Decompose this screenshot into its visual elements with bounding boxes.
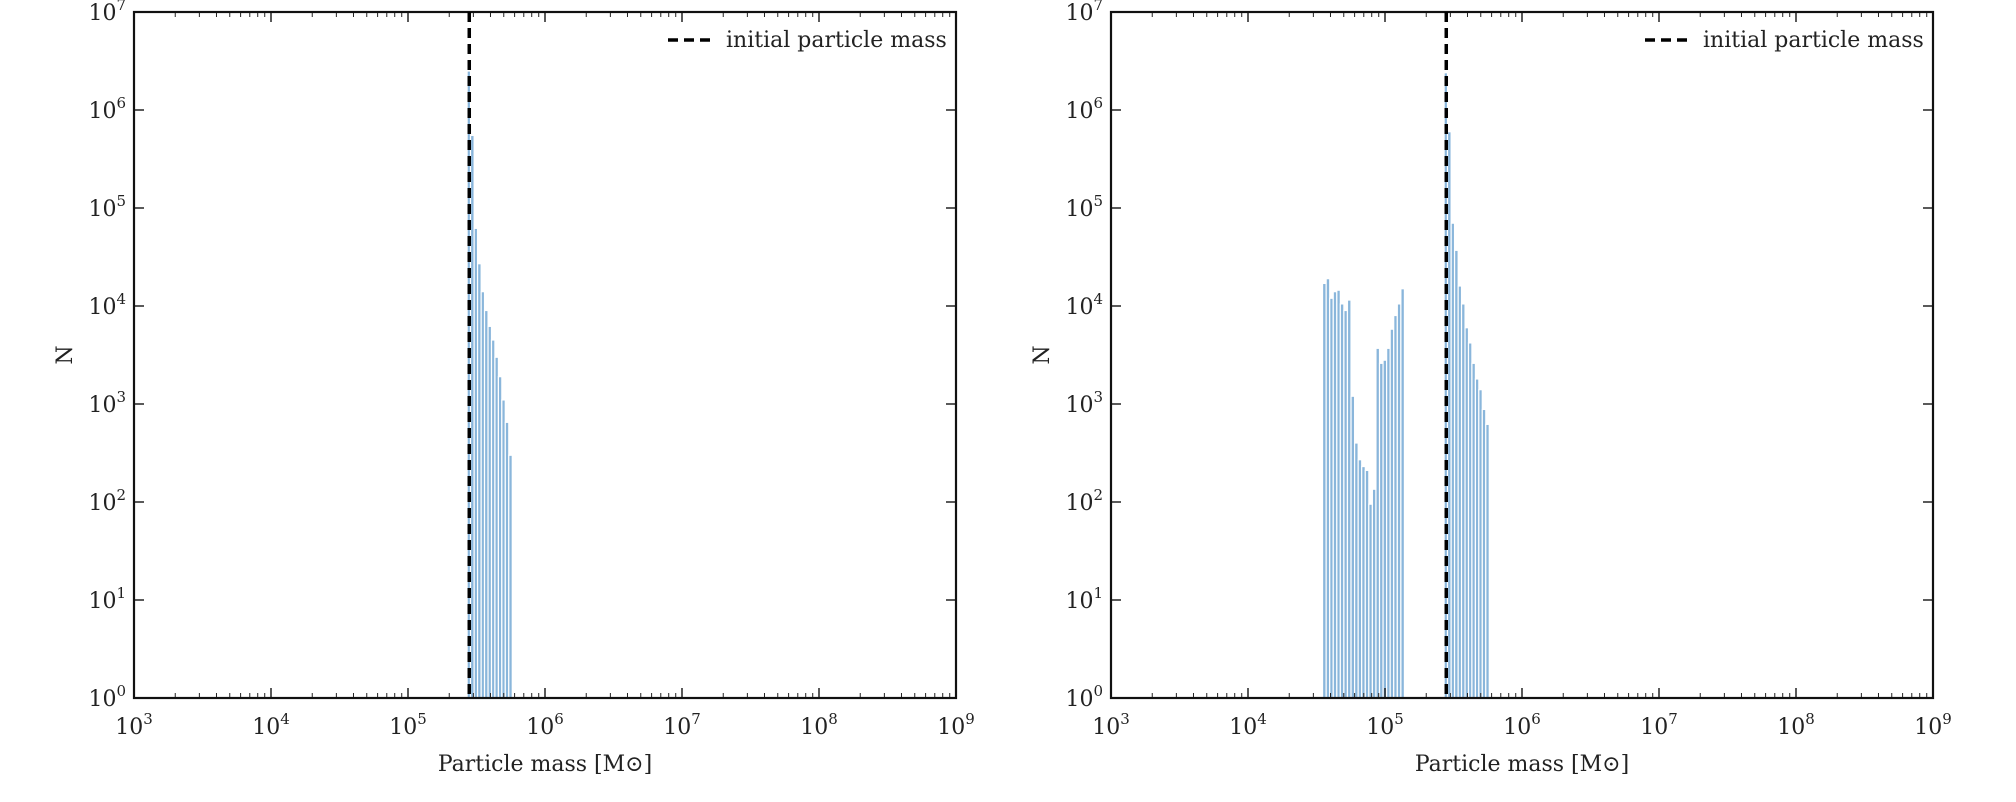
x-tick-label: 104 bbox=[252, 710, 290, 740]
y-tick-label: 105 bbox=[88, 192, 126, 222]
y-axis-label: N bbox=[1030, 345, 1055, 364]
x-tick-label: 109 bbox=[937, 710, 975, 740]
plot-frame bbox=[132, 10, 958, 700]
histogram-bar bbox=[1485, 423, 1490, 699]
y-tick-label: 104 bbox=[88, 290, 126, 320]
y-axis-label: N bbox=[53, 345, 78, 364]
x-tick-label: 105 bbox=[389, 710, 427, 740]
legend-label: initial particle mass bbox=[726, 28, 947, 53]
y-tick-label: 101 bbox=[88, 584, 126, 614]
histogram-bar bbox=[508, 454, 513, 699]
y-tick-label: 101 bbox=[1065, 584, 1103, 614]
y-tick-label: 106 bbox=[88, 94, 126, 124]
y-tick-label: 106 bbox=[1065, 94, 1103, 124]
histogram-panel-left: 103 104 105 106 107 108 109 100 101 102 103 104 105 1… bbox=[53, 0, 975, 777]
y-tick-label: 107 bbox=[1065, 0, 1103, 26]
x-tick-label: 103 bbox=[1092, 710, 1130, 740]
x-tick-label: 106 bbox=[1503, 710, 1541, 740]
y-tick-label: 104 bbox=[1065, 290, 1103, 320]
y-tick-label: 105 bbox=[1065, 192, 1103, 222]
y-tick-label: 103 bbox=[88, 388, 126, 418]
x-axis-label: Particle mass [M⊙] bbox=[1415, 752, 1629, 777]
x-tick-label: 106 bbox=[526, 710, 564, 740]
x-tick-label: 108 bbox=[1777, 710, 1815, 740]
y-tick-label: 102 bbox=[88, 486, 126, 516]
x-axis-label: Particle mass [M⊙] bbox=[438, 752, 652, 777]
y-tick-label: 103 bbox=[1065, 388, 1103, 418]
legend-label: initial particle mass bbox=[1703, 28, 1924, 53]
x-tick-label: 107 bbox=[663, 710, 701, 740]
plot-frame bbox=[1109, 10, 1935, 700]
x-tick-label: 109 bbox=[1914, 710, 1952, 740]
histogram-panel-right: 103 104 105 106 107 108 109 100 101 102 103 104 105 1… bbox=[1030, 0, 1952, 777]
x-tick-label: 103 bbox=[115, 710, 153, 740]
histogram-bar bbox=[1400, 288, 1406, 699]
x-tick-label: 107 bbox=[1640, 710, 1678, 740]
y-tick-label: 100 bbox=[88, 682, 126, 712]
y-tick-label: 100 bbox=[1065, 682, 1103, 712]
x-tick-label: 108 bbox=[800, 710, 838, 740]
x-tick-label: 104 bbox=[1229, 710, 1267, 740]
y-tick-label: 107 bbox=[88, 0, 126, 26]
y-tick-label: 102 bbox=[1065, 486, 1103, 516]
x-tick-label: 105 bbox=[1366, 710, 1404, 740]
